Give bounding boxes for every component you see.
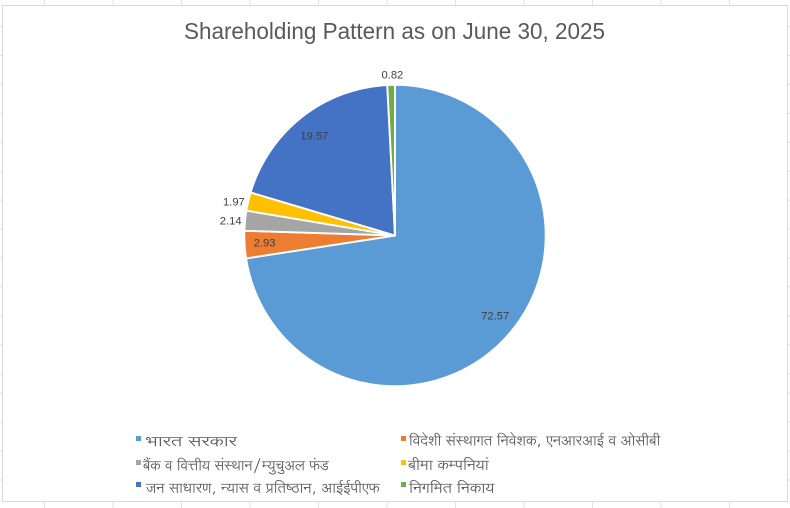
data-label-e4[interactable]: 1.97: [223, 196, 245, 209]
legend-label-e4[interactable]: [407, 457, 489, 471]
legend-label-e6[interactable]: [408, 479, 495, 493]
chart-title-text: Shareholding Pattern as on June 30, 2025: [184, 17, 606, 44]
legend-swatch-e5[interactable]: [136, 482, 141, 488]
pie-slice-e6[interactable]: [386, 83, 396, 237]
data-label-e1[interactable]: 72.57: [481, 310, 510, 323]
legend-label-e2[interactable]: [408, 432, 661, 449]
pie-slice-e5[interactable]: [249, 84, 396, 237]
legend-swatch-e3[interactable]: [136, 460, 141, 465]
data-label-e2[interactable]: 2.93: [253, 237, 276, 250]
legend-label-e5[interactable]: [145, 479, 380, 495]
legend-label-e1[interactable]: [145, 436, 237, 447]
legend-label-e3[interactable]: [143, 456, 330, 475]
data-label-e3[interactable]: 2.14: [219, 215, 242, 228]
data-label-e6[interactable]: 0.82: [381, 69, 404, 82]
legend-swatch-e4[interactable]: [400, 460, 406, 465]
data-label-e5[interactable]: 19.57: [300, 130, 329, 143]
legend-swatch-e2[interactable]: [400, 435, 406, 441]
chart-title[interactable]: Shareholding Pattern as on June 30, 2025: [3, 18, 788, 45]
legend-swatch-e1[interactable]: [136, 435, 141, 441]
legend-swatch-e6[interactable]: [400, 482, 406, 488]
